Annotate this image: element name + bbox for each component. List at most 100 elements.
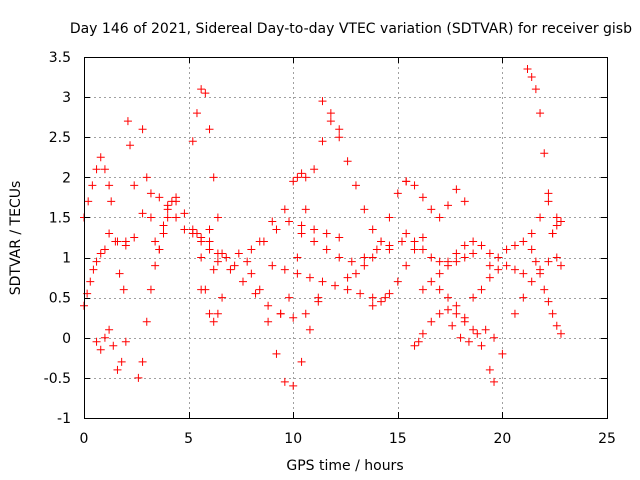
data-point xyxy=(448,321,457,330)
data-point xyxy=(96,249,105,258)
data-point xyxy=(289,313,298,322)
data-point xyxy=(86,277,95,286)
data-point xyxy=(527,245,536,254)
data-point xyxy=(146,213,155,222)
x-tick-label: 20 xyxy=(493,431,511,447)
data-point xyxy=(368,301,377,310)
data-point xyxy=(105,181,114,190)
data-point xyxy=(377,297,386,306)
data-point xyxy=(280,265,289,274)
data-point xyxy=(159,221,168,230)
data-point xyxy=(519,237,528,246)
data-point xyxy=(213,213,222,222)
data-point xyxy=(452,249,461,258)
series-arc-15 xyxy=(289,169,310,186)
data-point xyxy=(138,357,147,366)
series-arc-25 xyxy=(435,285,499,386)
data-point xyxy=(456,333,465,342)
data-point xyxy=(92,165,101,174)
data-point xyxy=(469,249,478,258)
data-point xyxy=(427,253,436,262)
data-point xyxy=(155,245,164,254)
series-arc-4 xyxy=(107,117,139,294)
data-point xyxy=(205,225,214,234)
data-point xyxy=(134,373,143,382)
data-point xyxy=(322,245,331,254)
data-point xyxy=(385,289,394,298)
y-tick-label: 3.5 xyxy=(49,50,71,66)
data-point xyxy=(469,325,478,334)
series-arc-19 xyxy=(343,177,411,282)
data-point xyxy=(276,309,285,318)
data-point xyxy=(226,265,235,274)
data-point xyxy=(460,241,469,250)
data-point xyxy=(297,357,306,366)
y-tick-label: -1 xyxy=(57,411,71,427)
data-point xyxy=(280,205,289,214)
series-arc-3 xyxy=(92,325,130,374)
data-point xyxy=(393,277,402,286)
data-point xyxy=(531,85,540,94)
y-tick-label: -0.5 xyxy=(44,371,71,387)
data-point xyxy=(427,205,436,214)
data-point xyxy=(243,257,252,266)
data-point xyxy=(297,229,306,238)
data-point xyxy=(435,257,444,266)
data-point xyxy=(138,125,147,134)
data-point xyxy=(444,201,453,210)
data-point xyxy=(130,181,139,190)
data-point xyxy=(418,245,427,254)
data-point xyxy=(372,245,381,254)
data-point xyxy=(410,341,419,350)
data-point xyxy=(519,269,528,278)
data-point xyxy=(536,265,545,274)
data-point xyxy=(494,253,503,262)
data-point xyxy=(477,241,486,250)
data-point xyxy=(360,253,369,262)
data-point xyxy=(452,309,461,318)
series-arc-5 xyxy=(105,189,214,250)
data-point xyxy=(151,261,160,270)
data-point xyxy=(146,189,155,198)
data-point xyxy=(393,189,402,198)
data-point xyxy=(105,229,114,238)
data-point xyxy=(552,321,561,330)
data-point xyxy=(460,197,469,206)
data-point xyxy=(119,285,128,294)
y-tick-labels: -1 -0.5 0 0.5 1 1.5 2 2.5 3 3.5 xyxy=(44,50,71,427)
data-point xyxy=(360,205,369,214)
data-point xyxy=(544,197,553,206)
plot-frame xyxy=(84,57,608,419)
data-point xyxy=(146,285,155,294)
data-point xyxy=(113,237,122,246)
data-point xyxy=(301,309,310,318)
data-point xyxy=(444,257,453,266)
data-point xyxy=(360,261,369,270)
data-point xyxy=(192,229,201,238)
data-point xyxy=(197,237,206,246)
data-point xyxy=(435,309,444,318)
data-point xyxy=(96,153,105,162)
series-arc-32 xyxy=(548,217,565,238)
data-point xyxy=(540,285,549,294)
series-arc-10 xyxy=(197,217,344,294)
data-point xyxy=(552,213,561,222)
data-point xyxy=(556,217,565,226)
data-point xyxy=(322,229,331,238)
data-point xyxy=(100,245,109,254)
data-point xyxy=(485,261,494,270)
data-point xyxy=(536,109,545,118)
data-point xyxy=(331,281,340,290)
data-point xyxy=(285,217,294,226)
data-point xyxy=(115,269,124,278)
series-arc-23 xyxy=(410,305,469,350)
data-point xyxy=(197,285,206,294)
data-point xyxy=(89,265,98,274)
data-point xyxy=(410,237,419,246)
data-point xyxy=(477,285,486,294)
data-point xyxy=(318,97,327,106)
data-point xyxy=(460,313,469,322)
data-point xyxy=(301,173,310,182)
data-point xyxy=(418,285,427,294)
series-arc-12 xyxy=(213,257,323,322)
